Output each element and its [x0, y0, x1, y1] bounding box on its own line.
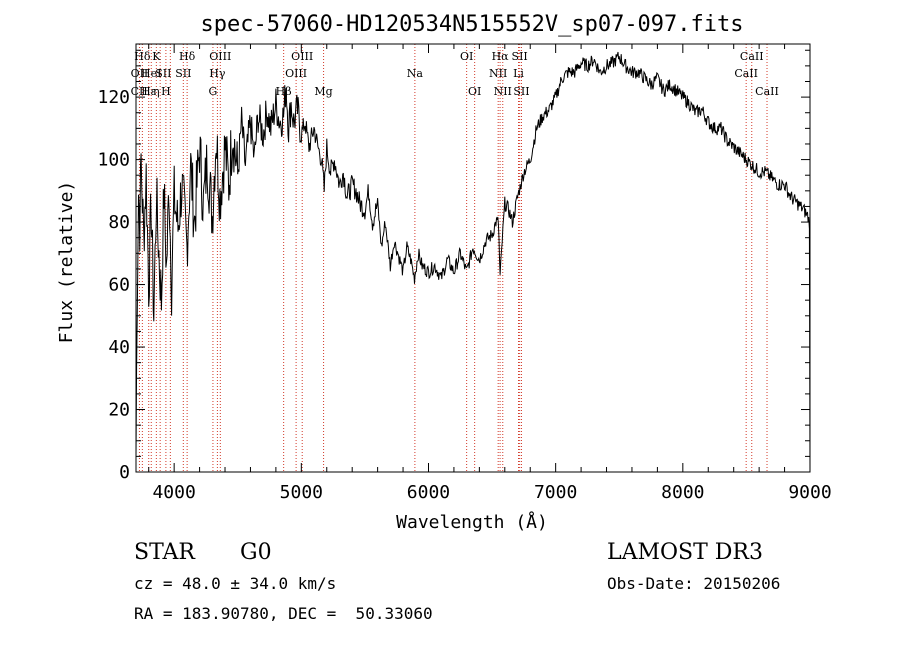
marker-label: OII [131, 67, 149, 80]
marker-label: NII [489, 67, 507, 80]
chart-title: spec-57060-HD120534N515552V_sp07-097.fit… [200, 12, 743, 37]
coordinates-text: RA = 183.90780, DEC = 50.33060 [134, 604, 433, 623]
y-axis-label: Flux (relative) [56, 181, 77, 344]
y-tick-label: 100 [97, 150, 130, 171]
obs-date-text: Obs-Date: 20150206 [607, 574, 781, 593]
marker-label: Li [513, 67, 524, 80]
x-tick-label: 5000 [280, 482, 323, 503]
marker-label: Mg [314, 85, 332, 98]
marker-label: Hβ [276, 85, 292, 98]
x-tick-label: 7000 [534, 482, 577, 503]
marker-label: Hα [492, 50, 510, 63]
spectrum-line [135, 51, 811, 473]
y-tick-label: 40 [108, 337, 130, 358]
redshift-text: cz = 48.0 ± 34.0 km/s [134, 574, 337, 593]
marker-label: OIII [285, 67, 307, 80]
marker-label: OI [468, 85, 481, 98]
y-tick-label: 120 [97, 87, 130, 108]
x-tick-label: 9000 [788, 482, 831, 503]
marker-label: Hδ [134, 50, 151, 63]
marker-label: CaII [734, 67, 758, 80]
marker-label: G [209, 85, 218, 98]
marker-label: HeI [141, 67, 161, 80]
x-tick-label: 4000 [152, 482, 195, 503]
emission-line-markers [138, 44, 768, 472]
x-tick-label: 6000 [407, 482, 450, 503]
survey-name: LAMOST DR3 [607, 540, 763, 565]
marker-label: η [153, 85, 160, 98]
marker-label: CaII [755, 85, 779, 98]
marker-label: Hε [141, 85, 157, 98]
marker-label: OIII [209, 50, 231, 63]
x-axis-label: Wavelength (Å) [396, 511, 548, 533]
plot-frame [135, 43, 811, 473]
marker-label: K [152, 50, 161, 63]
marker-label: CII [131, 85, 148, 98]
marker-label: SII [513, 85, 529, 98]
y-tick-label: 60 [108, 275, 130, 296]
x-axis: 4000 5000 6000 7000 8000 9000 [148, 44, 832, 503]
y-tick-label: 80 [108, 212, 130, 233]
x-tick-label: 8000 [661, 482, 704, 503]
marker-label: Na [407, 67, 424, 80]
y-tick-label: 0 [119, 462, 130, 483]
marker-label: OIII [291, 50, 313, 63]
spectral-subclass: G0 [240, 540, 272, 565]
marker-label: Hδ [179, 50, 196, 63]
y-tick-label: 20 [108, 400, 130, 421]
marker-label: H [161, 85, 171, 98]
marker-label: NII [494, 85, 512, 98]
y-axis: 0 20 40 60 80 100 120 [97, 49, 810, 483]
marker-label: OI [460, 50, 473, 63]
marker-label: Hγ [209, 67, 226, 80]
marker-label: SII [155, 67, 171, 80]
marker-label: SII [512, 50, 528, 63]
object-class: STAR [134, 540, 195, 565]
marker-label: CaII [740, 50, 764, 63]
marker-label: SII [175, 67, 191, 80]
